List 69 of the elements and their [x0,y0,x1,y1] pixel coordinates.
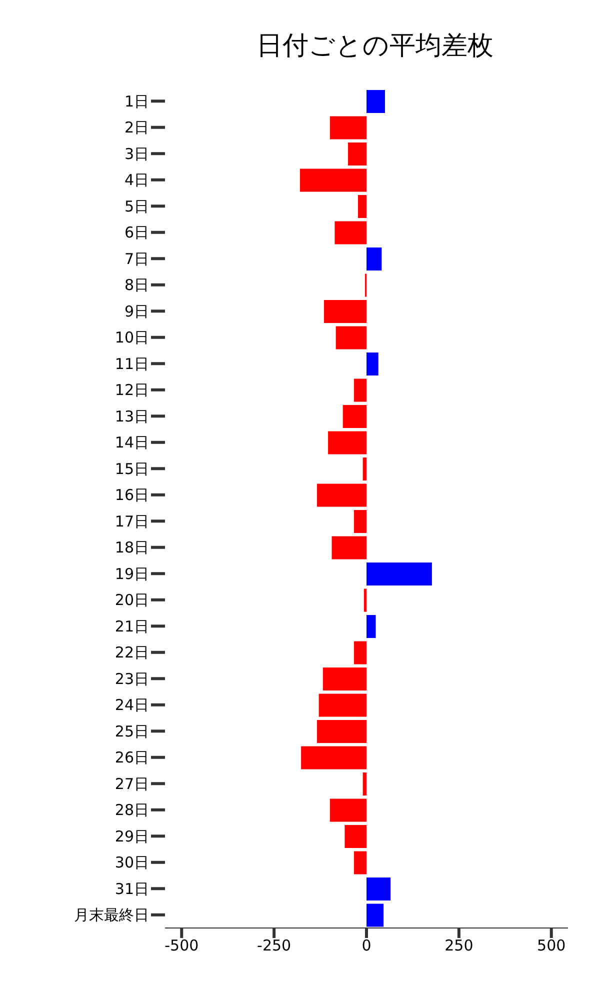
bar [354,378,366,402]
x-tick-label: 250 [444,936,474,955]
bar [328,431,366,454]
bar [342,405,366,428]
bar [332,536,366,560]
y-tick-label: 22日 [114,644,149,662]
y-tick-label: 6日 [124,224,149,242]
y-tick-label: 11日 [114,354,149,373]
bar [358,195,366,218]
bar [366,90,385,113]
y-tick-label: 25日 [114,722,149,740]
chart-title: 日付ごとの平均差枚 [256,30,494,63]
y-tick-label: 3日 [124,144,149,163]
bar [362,772,366,796]
bar [316,720,366,743]
y-tick-label: 17日 [114,512,149,530]
y-tick-label: 14日 [114,434,149,452]
bar [318,694,366,717]
y-tick-label: 2日 [124,118,149,137]
y-tick-label: 20日 [114,591,149,610]
y-tick-label: 16日 [114,486,149,504]
bar [344,825,366,848]
y-tick-label: 18日 [114,538,149,557]
bar [362,458,366,480]
bar [366,878,391,900]
y-tick-label: 5日 [124,197,149,216]
y-tick-label: 31日 [114,880,149,898]
bar [366,904,384,927]
bar [366,615,376,638]
bar [300,168,366,192]
y-tick-label: 23日 [114,670,149,688]
bar [366,562,432,586]
y-tick-label: 月末最終日 [74,906,149,924]
bar [330,798,366,822]
bar [316,484,366,507]
bar [334,221,366,244]
bar [366,352,378,376]
bar [366,248,382,270]
y-tick-label: 27日 [114,774,149,793]
y-tick-label: 30日 [114,854,149,872]
bar [324,300,366,323]
bar [330,116,366,140]
bar [322,668,366,690]
y-tick-label: 10日 [114,328,149,347]
y-tick-label: 28日 [114,801,149,820]
y-tick-label: 12日 [114,381,149,400]
bar [354,510,366,533]
bar [301,746,366,770]
y-tick-label: 15日 [114,460,149,478]
y-tick-label: 24日 [114,696,149,714]
x-tick-label: -250 [257,936,292,955]
bar [354,641,366,664]
x-tick-label: -500 [164,936,199,955]
y-tick-label: 9日 [124,302,149,320]
y-tick-label: 26日 [114,748,149,767]
x-tick-label: 0 [362,936,372,955]
x-tick-label: 500 [537,936,566,955]
bar [354,851,366,874]
y-tick-label: 8日 [124,276,149,294]
y-tick-label: 4日 [124,171,149,190]
y-tick-label: 7日 [124,250,149,268]
y-tick-label: 1日 [124,92,149,110]
bar [336,326,366,350]
y-tick-label: 13日 [114,407,149,426]
bar [364,588,366,612]
bar [348,142,366,166]
y-tick-label: 21日 [114,617,149,636]
y-tick-label: 29日 [114,827,149,846]
y-tick-label: 19日 [114,564,149,583]
